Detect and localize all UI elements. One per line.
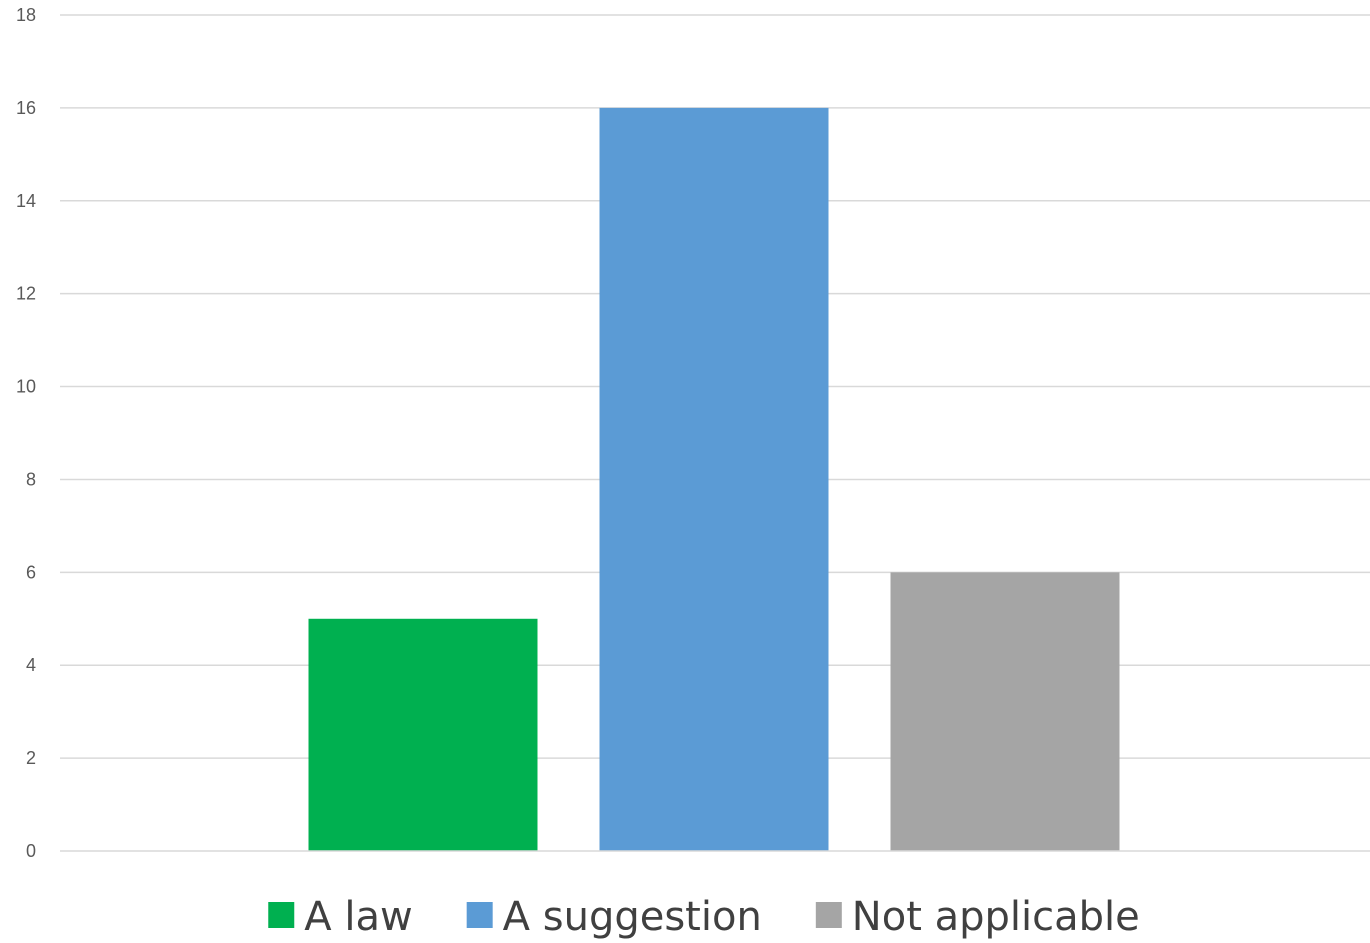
- y-tick-label: 18: [16, 5, 36, 25]
- bar-a-suggestion: [599, 107, 829, 851]
- y-tick-label: 12: [16, 284, 36, 304]
- legend-label: Not applicable: [852, 894, 1140, 940]
- bar-not-applicable: [890, 572, 1120, 851]
- y-tick-label: 10: [16, 377, 36, 397]
- legend-item-not-applicable: Not applicable: [815, 894, 1140, 940]
- legend-label: A suggestion: [503, 894, 762, 940]
- y-tick-label: 16: [16, 98, 36, 118]
- legend-swatch: [466, 902, 493, 928]
- legend-item-a-law: A law: [268, 894, 413, 940]
- y-tick-label: 14: [16, 191, 36, 211]
- legend-swatch: [268, 902, 295, 928]
- legend: A law A suggestion Not applicable: [268, 894, 1140, 940]
- legend-label: A law: [304, 894, 412, 940]
- y-tick-label: 8: [26, 469, 36, 489]
- bars: [308, 107, 1120, 851]
- bar-a-law: [308, 618, 538, 851]
- y-tick-label: 4: [26, 655, 36, 675]
- legend-item-a-suggestion: A suggestion: [466, 894, 762, 940]
- y-tick-label: 0: [26, 841, 36, 861]
- y-axis-ticks: 0 2 4 6 8 10 12 14 16 18: [16, 5, 36, 861]
- y-tick-label: 6: [26, 562, 36, 582]
- y-tick-label: 2: [26, 748, 36, 768]
- legend-swatch: [815, 902, 842, 928]
